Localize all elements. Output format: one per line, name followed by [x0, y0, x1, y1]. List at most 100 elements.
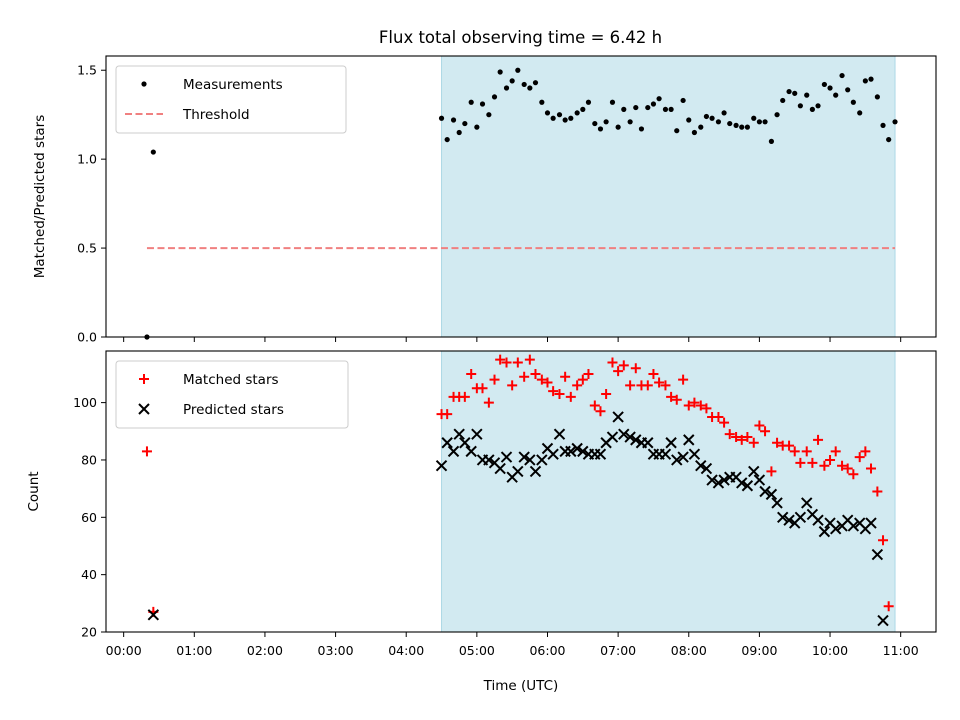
matched-point	[883, 601, 894, 612]
predicted-point	[518, 451, 530, 463]
measurement-point	[821, 81, 827, 88]
matched-point	[466, 368, 477, 379]
predicted-point	[441, 437, 453, 449]
matched-point	[512, 357, 523, 368]
predicted-point	[642, 437, 654, 449]
measurement-point	[527, 85, 533, 91]
measurement-point	[874, 94, 880, 100]
x-tick-label: 04:00	[388, 643, 424, 658]
matched-point	[618, 360, 629, 371]
measurement-point	[597, 126, 604, 132]
predicted-point	[571, 442, 583, 455]
measurement-point	[486, 112, 492, 118]
matched-point	[842, 463, 853, 474]
matched-point	[495, 354, 506, 365]
x-tick-label: 08:00	[671, 643, 707, 658]
x-tick-label: 03:00	[318, 643, 354, 658]
legend-label: Measurements	[183, 77, 283, 93]
matched-point	[601, 389, 612, 400]
matched-point	[754, 420, 765, 431]
predicted-point	[877, 614, 889, 627]
measurement-point	[686, 117, 692, 123]
predicted-point	[759, 485, 771, 498]
x-tick-label: 00:00	[106, 643, 142, 658]
measurement-point	[491, 94, 498, 100]
measurement-point	[550, 115, 556, 121]
predicted-point	[847, 520, 860, 532]
matched-point	[660, 380, 671, 391]
predicted-point	[529, 465, 542, 478]
predicted-point	[465, 445, 477, 458]
measurement-point	[850, 99, 856, 105]
matched-point	[695, 400, 706, 411]
x-tick-label: 05:00	[459, 643, 495, 658]
matched-point	[760, 426, 771, 437]
matched-point	[630, 363, 641, 374]
predicted-point	[524, 454, 536, 466]
predicted-point	[594, 448, 607, 460]
measurement-point	[503, 85, 510, 91]
y-tick-label: 20	[81, 625, 97, 640]
measurement-point	[797, 103, 803, 109]
matched-point	[766, 466, 777, 477]
observing-span	[441, 55, 896, 338]
predicted-point	[777, 511, 789, 524]
predicted-point	[818, 525, 831, 538]
matched-point	[589, 400, 600, 411]
matched-point	[459, 391, 470, 402]
observing-span	[441, 350, 896, 633]
y-tick-label: 80	[81, 452, 97, 467]
matched-point	[866, 463, 877, 474]
matched-point	[830, 446, 841, 457]
matched-point	[524, 354, 535, 365]
predicted-point	[459, 437, 471, 449]
matched-point	[878, 535, 889, 546]
measurement-point	[638, 126, 645, 132]
legend: Measurements Threshold	[115, 65, 347, 134]
x-tick-label: 10:00	[812, 643, 848, 658]
matched-point	[572, 380, 583, 391]
predicted-point	[700, 462, 713, 475]
matched-point	[642, 380, 653, 391]
y-tick-label: 60	[81, 510, 97, 525]
matched-point	[848, 469, 859, 480]
x-tick-label: 06:00	[529, 643, 565, 658]
matched-point	[613, 366, 624, 377]
predicted-point	[753, 474, 766, 486]
predicted-point	[659, 448, 672, 460]
predicted-point	[536, 454, 548, 466]
matched-point	[577, 374, 588, 385]
measurement-point	[438, 115, 445, 121]
predicted-point	[812, 514, 824, 526]
legend-box	[115, 65, 347, 134]
matched-point	[701, 403, 712, 414]
predicted-point	[565, 445, 577, 458]
predicted-point	[500, 451, 513, 463]
measurement-point	[509, 78, 515, 84]
measurement-point	[674, 128, 680, 134]
y-tick-label: 0.5	[77, 241, 97, 256]
measurement-point	[621, 106, 627, 112]
predicted-point	[671, 454, 683, 466]
matched-point	[607, 357, 618, 368]
predicted-point	[706, 474, 718, 486]
matched-point	[801, 446, 812, 457]
axes-frame	[105, 55, 937, 338]
measurement-point	[709, 115, 715, 121]
x-tick-label: 01:00	[176, 643, 212, 658]
measurement-point	[462, 120, 468, 127]
x-axis-label: Time (UTC)	[483, 678, 559, 694]
predicted-point	[794, 511, 807, 524]
legend-label: Predicted stars	[183, 402, 284, 418]
matched-point	[542, 377, 553, 388]
matched-point	[860, 446, 871, 457]
matched-point	[719, 417, 730, 428]
matched-point	[784, 440, 795, 451]
predicted-point	[688, 448, 701, 460]
matched-point	[819, 460, 830, 471]
matched-point	[854, 452, 865, 463]
y-tick-label: 1.0	[77, 152, 97, 167]
predicted-point	[483, 454, 495, 466]
measurement-point	[444, 136, 450, 143]
